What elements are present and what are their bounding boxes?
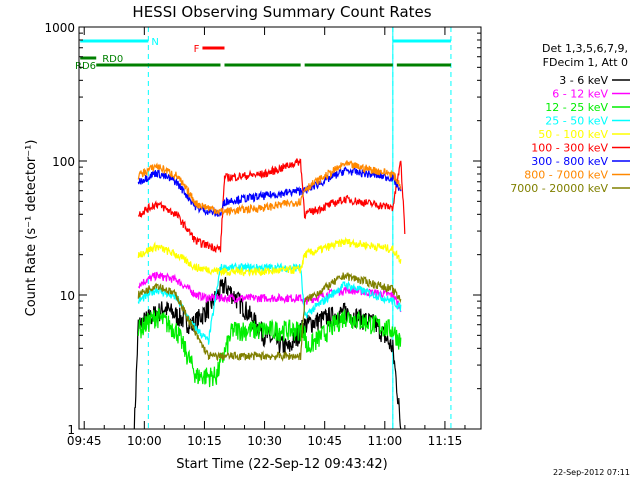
series-line-4	[137, 236, 402, 277]
x-tick-label-5: 11:00	[368, 434, 403, 448]
y-tick-label-0: 1	[67, 423, 75, 437]
legend-header-line-1: Det 1,3,5,6,7,9,	[542, 42, 628, 55]
series-line-2	[137, 308, 402, 388]
legend-label-8: 7000 - 20000 keV	[510, 182, 608, 195]
x-tick-label-3: 10:30	[247, 434, 282, 448]
legend-label-3: 25 - 50 keV	[545, 115, 608, 128]
x-tick-label-0: 09:45	[67, 434, 102, 448]
flag-bars-layer: N F RD0 RD6	[75, 37, 451, 72]
series-line-8	[137, 272, 402, 362]
y-axis-label: Count Rate (s⁻¹ detector⁻¹)	[24, 140, 39, 317]
series-line-5	[137, 158, 406, 254]
legend-label-7: 800 - 7000 keV	[524, 169, 608, 182]
event-lines-layer	[147, 27, 452, 429]
legend-label-6: 300 - 800 keV	[531, 155, 608, 168]
plot-frame	[78, 26, 482, 430]
footer-timestamp: 22-Sep-2012 07:11	[553, 468, 630, 477]
legend-label-1: 6 - 12 keV	[552, 88, 608, 101]
series-layer	[133, 158, 406, 430]
series-line-1	[137, 271, 402, 313]
legend-label-0: 3 - 6 keV	[559, 74, 608, 87]
series-line-6	[137, 166, 402, 218]
legend-label-4: 50 - 100 keV	[538, 128, 608, 141]
y-tick-label-2: 100	[52, 155, 75, 169]
axes-layer: 09:45 10:00 10:15 10:30 10:45 11:00 11:15 1 10 10…	[44, 21, 482, 448]
x-axis-label: Start Time (22-Sep-12 09:43:42)	[176, 457, 387, 472]
x-tick-label-2: 10:15	[187, 434, 222, 448]
y-tick-label-3: 1000	[44, 21, 75, 35]
flag-label-n: N	[151, 37, 158, 48]
x-tick-label-4: 10:45	[307, 434, 342, 448]
x-tick-label-1: 10:00	[127, 434, 162, 448]
flag-label-f: F	[194, 44, 200, 55]
flag-label-rd0: RD0	[102, 54, 123, 65]
chart-title: HESSI Observing Summary Count Rates	[132, 3, 431, 21]
y-tick-label-1: 10	[60, 289, 75, 303]
legend-label-5: 100 - 300 keV	[531, 142, 608, 155]
legend-header-line-2: FDecim 1, Att 0	[543, 56, 628, 69]
flag-label-rd6: RD6	[75, 61, 96, 72]
series-line-7	[137, 160, 402, 217]
x-tick-label-6: 11:15	[428, 434, 463, 448]
legend-label-2: 12 - 25 keV	[545, 101, 608, 114]
